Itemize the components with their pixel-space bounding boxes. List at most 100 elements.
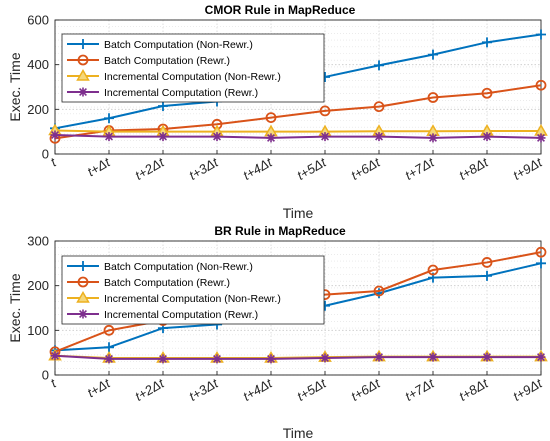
legend: Batch Computation (Non-Rewr.) Batch Compu… bbox=[61, 33, 325, 103]
data-point bbox=[428, 352, 438, 362]
y-tick-label: 200 bbox=[27, 278, 49, 293]
chart-panel-1: 0 200 400 600 t t+Δt t+2Δt t+3Δt t+4Δt t+5Δt t+6Δt… bbox=[7, 3, 548, 221]
data-point bbox=[158, 354, 168, 364]
x-tick-label: t+3Δt bbox=[186, 375, 221, 404]
x-tick-label: t+5Δt bbox=[294, 154, 329, 183]
data-point bbox=[536, 133, 546, 143]
data-point bbox=[158, 132, 168, 142]
x-tick-label: t+5Δt bbox=[294, 375, 329, 404]
data-point bbox=[481, 87, 493, 99]
legend-marker bbox=[78, 39, 88, 49]
legend-marker bbox=[77, 54, 89, 66]
data-point bbox=[373, 101, 385, 113]
legend-marker bbox=[78, 309, 88, 319]
legend-entry: Incremental Computation (Non-Rewr.) bbox=[104, 71, 281, 83]
x-tick-label: t bbox=[48, 375, 60, 390]
x-axis-label: Time bbox=[283, 205, 314, 221]
x-tick-label: t+9Δt bbox=[510, 375, 545, 404]
y-tick-label: 200 bbox=[27, 102, 49, 117]
data-point bbox=[482, 37, 492, 48]
y-tick-label: 400 bbox=[27, 57, 49, 72]
data-point bbox=[374, 352, 384, 362]
x-tick-label: t+9Δt bbox=[510, 154, 545, 183]
x-tick-label: t+2Δt bbox=[132, 154, 167, 183]
series-line bbox=[54, 354, 541, 360]
x-tick-label: t+4Δt bbox=[240, 154, 275, 183]
x-tick-label: t+8Δt bbox=[456, 375, 491, 404]
data-point bbox=[266, 133, 276, 143]
x-tick-label: t+3Δt bbox=[186, 154, 221, 183]
data-point bbox=[535, 79, 547, 91]
series-4 bbox=[50, 130, 546, 143]
data-point bbox=[104, 113, 114, 124]
data-point bbox=[536, 352, 546, 362]
y-tick-label: 0 bbox=[42, 368, 49, 383]
data-point bbox=[482, 352, 492, 362]
chart-title: CMOR Rule in MapReduce bbox=[205, 3, 356, 17]
data-point bbox=[320, 132, 330, 142]
axes-box bbox=[54, 240, 542, 376]
data-point bbox=[104, 132, 114, 142]
legend-entry: Incremental Computation (Rewr.) bbox=[104, 87, 258, 99]
data-point bbox=[50, 351, 60, 361]
legend-marker bbox=[77, 276, 89, 288]
y-tick-label: 100 bbox=[27, 323, 49, 338]
legend-entry: Batch Computation (Non-Rewr.) bbox=[104, 39, 253, 51]
data-point bbox=[374, 60, 384, 71]
x-axis-label: Time bbox=[283, 425, 314, 441]
data-point bbox=[427, 264, 439, 276]
x-tick-label: t+2Δt bbox=[132, 375, 167, 404]
x-tick-label: t+6Δt bbox=[348, 375, 383, 404]
x-tick-label: t+Δt bbox=[85, 154, 114, 179]
y-tick-label: 0 bbox=[42, 147, 49, 162]
legend-entry: Batch Computation (Rewr.) bbox=[104, 55, 230, 67]
legend-entry: Batch Computation (Rewr.) bbox=[104, 277, 230, 289]
data-point bbox=[373, 285, 385, 297]
data-point bbox=[428, 133, 438, 143]
x-tick-label: t+6Δt bbox=[348, 154, 383, 183]
data-point bbox=[536, 258, 546, 269]
series-line bbox=[54, 84, 542, 140]
data-point bbox=[319, 105, 331, 117]
axes-box bbox=[54, 19, 542, 155]
data-point bbox=[536, 29, 546, 40]
y-tick-label: 600 bbox=[27, 13, 49, 28]
data-point bbox=[103, 324, 115, 336]
data-point bbox=[266, 354, 276, 364]
data-point bbox=[320, 353, 330, 363]
y-tick-label: 300 bbox=[27, 234, 49, 249]
data-point bbox=[212, 132, 222, 142]
data-point bbox=[428, 49, 438, 60]
x-tick-label: t+4Δt bbox=[240, 375, 275, 404]
legend-box bbox=[61, 33, 325, 103]
legend-entry: Batch Computation (Non-Rewr.) bbox=[104, 261, 253, 273]
legend-marker bbox=[76, 69, 90, 81]
y-axis-label: Exec. Time bbox=[7, 52, 23, 121]
series-4 bbox=[50, 351, 546, 364]
chart-title: BR Rule in MapReduce bbox=[214, 224, 346, 238]
data-point bbox=[212, 354, 222, 364]
series-line bbox=[54, 129, 541, 133]
legend-marker bbox=[78, 87, 88, 97]
y-axis-label: Exec. Time bbox=[7, 273, 23, 342]
data-point bbox=[427, 92, 439, 103]
legend: Batch Computation (Non-Rewr.) Batch Compu… bbox=[61, 255, 325, 325]
x-tick-label: t+8Δt bbox=[456, 154, 491, 183]
data-point bbox=[50, 130, 60, 140]
data-point bbox=[481, 257, 493, 268]
legend-marker bbox=[76, 291, 90, 303]
data-point bbox=[482, 270, 492, 281]
chart-panel-2: 0 100 200 300 t t+Δt t+2Δt t+3Δt t+4Δt t+5Δt t+6Δt… bbox=[7, 224, 548, 441]
legend-box bbox=[61, 255, 325, 325]
x-tick-label: t+Δt bbox=[85, 375, 114, 400]
x-tick-label: t bbox=[48, 154, 60, 169]
x-tick-label: t+7Δt bbox=[402, 154, 437, 183]
data-point bbox=[374, 132, 384, 142]
data-point bbox=[265, 112, 277, 123]
legend-entry: Incremental Computation (Non-Rewr.) bbox=[104, 293, 281, 305]
data-point bbox=[104, 342, 114, 353]
data-point bbox=[104, 354, 114, 364]
data-point bbox=[158, 100, 168, 111]
series-line bbox=[54, 134, 542, 139]
